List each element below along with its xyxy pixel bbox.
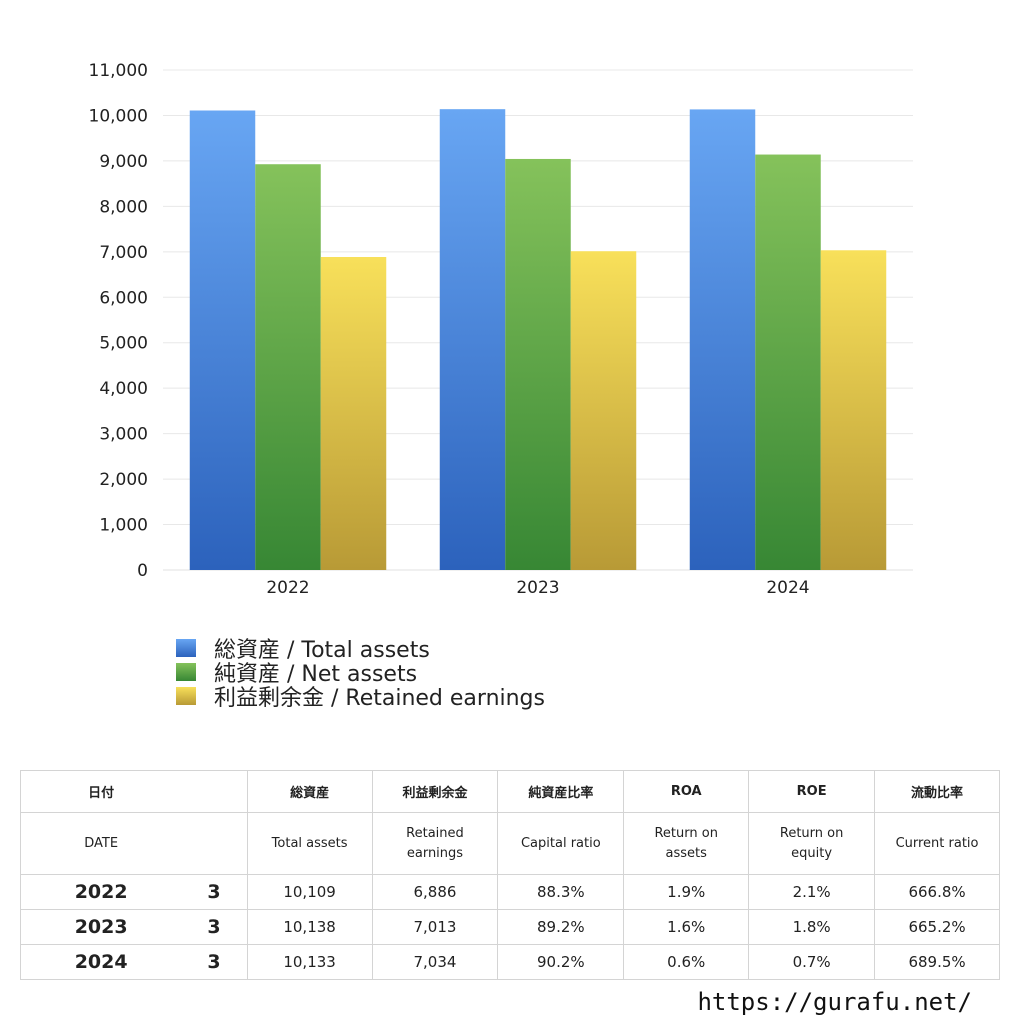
legend-swatch-total-assets xyxy=(176,639,196,657)
table-row: 2023 3 10,138 7,013 89.2% 1.6% 1.8% 665.… xyxy=(20,909,1000,945)
y-tick-label: 0 xyxy=(137,561,148,581)
row-current-ratio: 689.5% xyxy=(874,944,1000,980)
header-retained-en-text: Retained earnings xyxy=(406,825,464,861)
x-tick-label: 2022 xyxy=(266,578,309,598)
row-roe: 2.1% xyxy=(748,874,876,910)
y-tick-label: 10,000 xyxy=(89,106,148,126)
header-roe-en: Return on equity xyxy=(748,812,876,875)
row-current-ratio: 666.8% xyxy=(874,874,1000,910)
y-tick-label: 2,000 xyxy=(99,470,148,490)
y-tick-label: 6,000 xyxy=(99,288,148,308)
header-date-en: DATE xyxy=(20,812,182,875)
row-roa: 1.6% xyxy=(623,909,750,945)
bar-2022-series-2 xyxy=(320,257,387,570)
table-row: 2024 3 10,133 7,034 90.2% 0.6% 0.7% 689.… xyxy=(20,944,1000,980)
y-tick-label: 3,000 xyxy=(99,425,148,445)
row-year: 2024 xyxy=(20,944,182,980)
table-header-en: DATE Total assets Retained earnings Capi… xyxy=(20,812,1000,875)
legend-swatch-net-assets xyxy=(176,663,196,681)
bar-2024-series-0 xyxy=(689,109,756,570)
bar-2023-series-2 xyxy=(570,251,637,570)
chart-legend: 総資産 / Total assets 純資産 / Net assets 利益剰余… xyxy=(176,636,545,711)
y-tick-label: 5,000 xyxy=(99,334,148,354)
row-current-ratio: 665.2% xyxy=(874,909,1000,945)
row-retained: 7,034 xyxy=(371,944,499,980)
row-roe: 1.8% xyxy=(748,909,876,945)
row-month: 3 xyxy=(181,909,248,945)
y-tick-label: 9,000 xyxy=(99,152,148,172)
table-header-jp: 日付 総資産 利益剰余金 純資産比率 ROA ROE 流動比率 xyxy=(20,770,1000,813)
row-roe: 0.7% xyxy=(748,944,876,980)
header-roe-jp: ROE xyxy=(748,770,876,813)
row-total-assets: 10,109 xyxy=(246,874,373,910)
legend-swatch-retained-earnings xyxy=(176,687,196,705)
row-capital-ratio: 89.2% xyxy=(497,909,625,945)
y-tick-label: 8,000 xyxy=(99,197,148,217)
row-month: 3 xyxy=(181,944,248,980)
y-tick-label: 11,000 xyxy=(89,61,148,81)
bar-2024-series-2 xyxy=(820,250,887,571)
bar-2023-series-1 xyxy=(505,158,571,571)
row-roa: 0.6% xyxy=(623,944,750,980)
x-tick-label: 2023 xyxy=(516,578,559,598)
header-current-ratio-en: Current ratio xyxy=(874,812,1000,875)
legend-item-total-assets: 総資産 / Total assets xyxy=(176,636,545,663)
row-roa: 1.9% xyxy=(623,874,750,910)
row-capital-ratio: 90.2% xyxy=(497,944,625,980)
header-roa-en-text: Return on assets xyxy=(654,825,718,861)
header-blank xyxy=(181,812,248,875)
row-year: 2022 xyxy=(20,874,182,910)
header-roa-jp: ROA xyxy=(623,770,750,813)
header-total-assets-jp: 総資産 xyxy=(246,770,373,813)
y-tick-label: 4,000 xyxy=(99,379,148,399)
table-row: 2022 3 10,109 6,886 88.3% 1.9% 2.1% 666.… xyxy=(20,874,1000,910)
row-total-assets: 10,133 xyxy=(246,944,373,980)
header-blank xyxy=(181,770,248,813)
x-tick-label: 2024 xyxy=(766,578,809,598)
bar-2024-series-1 xyxy=(755,154,821,570)
legend-label: 総資産 / Total assets xyxy=(214,638,430,663)
legend-item-net-assets: 純資産 / Net assets xyxy=(176,660,545,687)
legend-item-retained-earnings: 利益剰余金 / Retained earnings xyxy=(176,684,545,711)
bar-2023-series-0 xyxy=(439,109,506,570)
legend-label: 純資産 / Net assets xyxy=(214,662,418,687)
header-retained-en: Retained earnings xyxy=(371,812,499,875)
header-current-ratio-jp: 流動比率 xyxy=(874,770,1000,813)
row-total-assets: 10,138 xyxy=(246,909,373,945)
y-tick-label: 7,000 xyxy=(99,243,148,263)
legend-label: 利益剰余金 / Retained earnings xyxy=(214,686,545,711)
header-date-jp: 日付 xyxy=(20,770,182,813)
header-capital-ratio-jp: 純資産比率 xyxy=(497,770,625,813)
header-roe-en-text: Return on equity xyxy=(779,825,844,861)
bar-2022-series-0 xyxy=(189,110,256,570)
site-url: https://gurafu.net/ xyxy=(697,988,972,1016)
row-year: 2023 xyxy=(20,909,182,945)
bar-2022-series-1 xyxy=(255,164,321,570)
bar-chart: 0 1,000 2,000 3,000 4,000 5,000 6,000 7,000 8,00… xyxy=(89,61,913,598)
row-capital-ratio: 88.3% xyxy=(497,874,625,910)
y-tick-label: 1,000 xyxy=(99,516,148,536)
row-retained: 7,013 xyxy=(371,909,499,945)
header-capital-ratio-en: Capital ratio xyxy=(497,812,625,875)
header-retained-jp: 利益剰余金 xyxy=(371,770,499,813)
header-roa-en: Return on assets xyxy=(623,812,750,875)
header-total-assets-en: Total assets xyxy=(246,812,373,875)
row-month: 3 xyxy=(181,874,248,910)
financial-summary-table: 日付 総資産 利益剰余金 純資産比率 ROA ROE 流動比率 DATE Tot… xyxy=(20,770,1000,980)
row-retained: 6,886 xyxy=(371,874,499,910)
